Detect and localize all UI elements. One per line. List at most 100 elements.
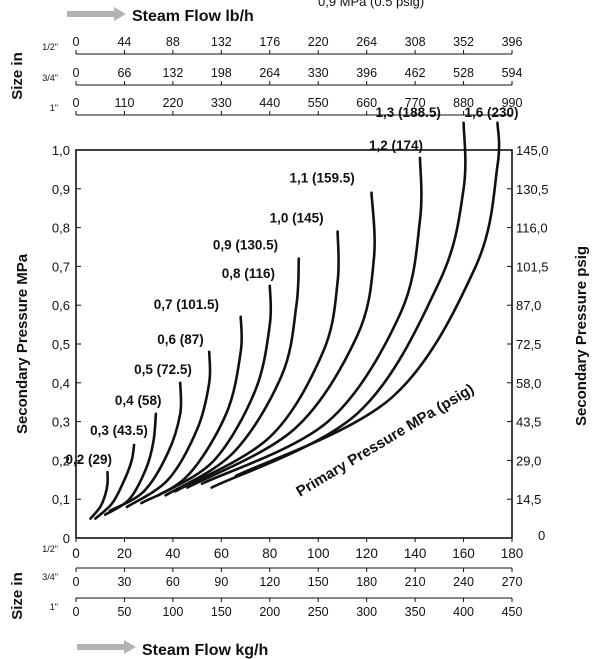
curve-6 bbox=[157, 284, 273, 497]
flow-arrow-bottom-icon bbox=[77, 640, 136, 654]
curve-family: 0,2 (29) 0,3 (43.5) 0,4 (58) 0,5 (72.5) 0,6 … bbox=[65, 105, 519, 520]
kgh-tick-label: 180 bbox=[356, 575, 377, 589]
left-tick-label: 0,6 bbox=[52, 298, 70, 313]
right-tick-label: 145,0 bbox=[516, 143, 549, 158]
lbh-tick-label: 176 bbox=[259, 35, 280, 49]
lbh-tick-label: 550 bbox=[308, 96, 329, 110]
lbh-tick-label: 132 bbox=[211, 35, 232, 49]
lbh-tick-label: 220 bbox=[308, 35, 329, 49]
lbh-tick-label: 264 bbox=[259, 66, 280, 80]
lbh-tick-label: 880 bbox=[453, 96, 474, 110]
lbh-tick-label: 308 bbox=[405, 35, 426, 49]
flow-arrow-top-icon bbox=[67, 7, 126, 21]
lbh-tick-label: 220 bbox=[162, 96, 183, 110]
kgh-scales: 1/2" 0 20 40 60 80 100 120 140 160 180 3/4" 0 30 60 90 1… bbox=[42, 538, 523, 619]
lbh-tick-label: 0 bbox=[73, 66, 80, 80]
kgh-tick-label: 0 bbox=[73, 575, 80, 589]
left-tick-label: 0,1 bbox=[52, 492, 70, 507]
kgh-tick-label: 300 bbox=[356, 605, 377, 619]
curve-0 bbox=[89, 470, 109, 520]
header-clipped-text: 0,9 MPa (0.5 psig) bbox=[318, 0, 424, 9]
curve-label: 1,2 (174) bbox=[369, 138, 423, 153]
left-tick-label: 0,3 bbox=[52, 415, 70, 430]
lbh-tick-label: 330 bbox=[211, 96, 232, 110]
curve-label: 0,7 (101.5) bbox=[154, 297, 219, 312]
right-tick-label: 101,5 bbox=[516, 259, 549, 274]
curve-label: 0,2 (29) bbox=[65, 452, 112, 467]
lbh-tick-label: 352 bbox=[453, 35, 474, 49]
flow-kgh-label: Steam Flow kg/h bbox=[142, 642, 268, 659]
kgh-tick-label: 30 bbox=[117, 575, 131, 589]
curve-label: 0,6 (87) bbox=[157, 332, 204, 347]
kgh-tick-label: 350 bbox=[405, 605, 426, 619]
left-tick-label: 0,8 bbox=[52, 221, 70, 236]
lbh-tick-label: 0 bbox=[73, 35, 80, 49]
lbh-tick-label: 440 bbox=[259, 96, 280, 110]
kgh-tick-label: 120 bbox=[355, 546, 378, 561]
left-axis-title: Secondary Pressure MPa bbox=[14, 253, 31, 434]
left-tick-label: 0,7 bbox=[52, 259, 70, 274]
kgh-tick-label: 60 bbox=[214, 546, 229, 561]
curve-3 bbox=[108, 381, 183, 513]
right-tick-label: 87,0 bbox=[516, 298, 541, 313]
lbh-tick-label: 66 bbox=[117, 66, 131, 80]
kgh-tick-label: 240 bbox=[453, 575, 474, 589]
kgh-tick-label: 160 bbox=[452, 546, 475, 561]
kgh-tick-label: 20 bbox=[117, 546, 132, 561]
curve-label: 1,1 (159.5) bbox=[290, 171, 355, 186]
lbh-tick-label: 528 bbox=[453, 66, 474, 80]
kgh-tick-label: 250 bbox=[308, 605, 329, 619]
right-tick-label: 58,0 bbox=[516, 376, 541, 391]
size-note: 3/4" bbox=[42, 572, 58, 582]
lbh-tick-label: 110 bbox=[114, 96, 134, 110]
left-tick-label: 0,2 bbox=[52, 453, 70, 468]
lbh-tick-label: 396 bbox=[356, 66, 377, 80]
lbh-tick-label: 330 bbox=[308, 66, 329, 80]
left-tick-label: 0 bbox=[63, 531, 70, 546]
size-note: 3/4" bbox=[42, 73, 58, 83]
curve-12 bbox=[234, 121, 501, 478]
kgh-tick-label: 40 bbox=[165, 546, 180, 561]
size-note: 1" bbox=[50, 602, 58, 612]
lbh-tick-label: 594 bbox=[502, 66, 523, 80]
curve-label: 1,6 (230) bbox=[464, 105, 518, 120]
kgh-tick-label: 150 bbox=[308, 575, 329, 589]
curve-label: 1,3 (188.5) bbox=[376, 105, 441, 120]
lbh-tick-label: 660 bbox=[356, 96, 377, 110]
right-tick-label: 43,5 bbox=[516, 415, 541, 430]
kgh-tick-label: 0 bbox=[73, 605, 80, 619]
kgh-tick-label: 100 bbox=[307, 546, 330, 561]
curve-7 bbox=[164, 257, 301, 497]
left-tick-label: 0,9 bbox=[52, 182, 70, 197]
curve-10 bbox=[200, 156, 423, 485]
kgh-tick-label: 90 bbox=[214, 575, 228, 589]
flow-lbh-label: Steam Flow lb/h bbox=[132, 8, 254, 25]
kgh-tick-label: 0 bbox=[72, 546, 80, 561]
curve-9 bbox=[186, 191, 376, 489]
curve-label: 1,0 (145) bbox=[270, 210, 324, 225]
kgh-tick-label: 80 bbox=[262, 546, 277, 561]
left-tick-label: 1,0 bbox=[52, 143, 70, 158]
lbh-tick-label: 990 bbox=[502, 96, 523, 110]
right-tick-label: 0 bbox=[538, 528, 545, 543]
kgh-tick-label: 210 bbox=[405, 575, 426, 589]
left-axis: 0 0,1 0,2 0,3 0,4 0,5 0,6 0,7 0,8 0,9 1,0 bbox=[52, 143, 81, 546]
kgh-tick-label: 150 bbox=[211, 605, 232, 619]
curve-label: 0,9 (130.5) bbox=[213, 238, 278, 253]
right-axis-title: Secondary Pressure psig bbox=[573, 246, 590, 426]
lbh-tick-label: 264 bbox=[356, 35, 377, 49]
kgh-tick-label: 50 bbox=[117, 605, 131, 619]
right-tick-label: 130,5 bbox=[516, 182, 549, 197]
kgh-tick-label: 120 bbox=[259, 575, 280, 589]
size-in-label-top: Size in bbox=[9, 52, 26, 100]
kgh-tick-label: 100 bbox=[162, 605, 183, 619]
kgh-tick-label: 270 bbox=[502, 575, 523, 589]
right-axis: 0 14,5 29,0 43,5 58,0 72,5 87,0 101,5 116,0 130,5… bbox=[507, 143, 549, 543]
kgh-tick-label: 200 bbox=[259, 605, 280, 619]
curve-1 bbox=[94, 443, 136, 520]
kgh-tick-label: 180 bbox=[501, 546, 524, 561]
lbh-tick-label: 770 bbox=[405, 96, 426, 110]
left-tick-label: 0,4 bbox=[52, 376, 70, 391]
curve-label: 0,3 (43.5) bbox=[90, 423, 148, 438]
